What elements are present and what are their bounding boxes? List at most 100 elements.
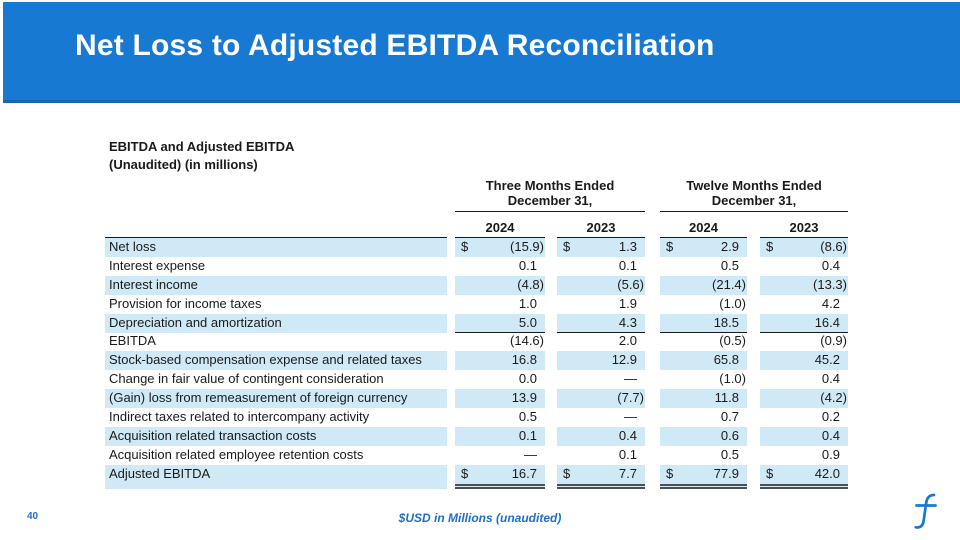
cell-value: 0.4 <box>618 427 637 443</box>
cell-three-months-2024: $16.7 <box>455 464 545 489</box>
cell-value: 0.9 <box>821 446 840 462</box>
cell-value: 0.4 <box>821 371 840 387</box>
cell-value: 7.7 <box>618 465 637 481</box>
group-header-spacer <box>105 178 447 212</box>
cell-three-months-2024: 16.8 <box>455 351 545 371</box>
title-banner: Net Loss to Adjusted EBITDA Reconciliati… <box>3 2 960 103</box>
cell-value: 2.0 <box>618 333 637 349</box>
dollar-sign: $ <box>461 239 469 254</box>
cell-three-months-2023: (7.7) <box>557 389 645 409</box>
cell-value: 0.6 <box>720 427 739 443</box>
cell-value: 45.2 <box>814 352 840 368</box>
cell-twelve-months-2024: $2.9 <box>660 238 747 257</box>
row-label: Interest expense <box>109 257 206 273</box>
cell-three-months-2023: 2.0 <box>557 332 645 351</box>
cell-value: — <box>624 409 637 425</box>
table-row: Net loss $ (15.9) $1.3 $2.9 $ (8.6) <box>105 238 852 257</box>
cell-twelve-months-2023: (4.2) <box>760 389 848 409</box>
table-row: (Gain) loss from remeasurement of foreig… <box>105 389 852 409</box>
cell-three-months-2023: 12.9 <box>557 351 645 371</box>
cell-twelve-months-2023: (0.9) <box>760 332 848 351</box>
table-heading-line1: EBITDA and Adjusted EBITDA <box>109 139 295 154</box>
cell-three-months-2023: — <box>557 370 645 389</box>
slide-title: Net Loss to Adjusted EBITDA Reconciliati… <box>75 29 715 62</box>
cell-twelve-months-2024: 0.6 <box>660 426 747 446</box>
cell-value: 4.2 <box>821 295 840 311</box>
cell-three-months-2024: 0.0 <box>455 370 545 389</box>
cell-twelve-months-2023: $ (8.6) <box>760 238 848 257</box>
year-header-2023-q: 2023 <box>557 212 645 238</box>
table-row: EBITDA (14.6) 2.0 (0.5) (0.9) <box>105 332 852 352</box>
cell-twelve-months-2023: 16.4 <box>760 313 848 334</box>
cell-value: (13.3) <box>813 276 847 292</box>
cell-value: (0.5) <box>719 333 746 349</box>
row-label: Net loss <box>105 238 447 257</box>
cell-twelve-months-2024: 0.5 <box>660 257 747 276</box>
footnote-container: $USD in Millions (unaudited) <box>0 509 960 527</box>
year-header-2023-fy: 2023 <box>760 212 848 238</box>
cell-twelve-months-2023: 0.4 <box>760 426 848 446</box>
cell-value: 77.9 <box>713 465 739 481</box>
cell-value: (4.2) <box>820 390 847 406</box>
cell-twelve-months-2024: 18.5 <box>660 313 747 334</box>
row-label: EBITDA <box>109 333 156 349</box>
cell-value: 2.9 <box>720 239 739 254</box>
cell-value: 16.8 <box>511 352 537 368</box>
cell-value: 1.9 <box>618 295 637 311</box>
dollar-sign: $ <box>461 465 469 481</box>
table-body: Net loss $ (15.9) $1.3 $2.9 $ (8.6) Intere… <box>105 238 852 489</box>
cell-value: 0.0 <box>518 371 537 387</box>
cell-twelve-months-2023: $42.0 <box>760 464 848 489</box>
table-row: Adjusted EBITDA $16.7 $7.7 $77.9 $42.0 <box>105 464 852 489</box>
cell-value: (1.0) <box>719 371 746 387</box>
table-row: Indirect taxes related to intercompany a… <box>105 408 852 427</box>
cell-value: 0.2 <box>821 409 840 425</box>
cell-twelve-months-2023: 4.2 <box>760 295 848 314</box>
cell-value: (14.6) <box>510 333 544 349</box>
row-label: Depreciation and amortization <box>105 313 447 334</box>
cell-value: (7.7) <box>617 390 644 406</box>
reconciliation-table: EBITDA and Adjusted EBITDA (Unaudited) (… <box>105 138 852 489</box>
cell-twelve-months-2024: $77.9 <box>660 464 747 489</box>
dollar-sign: $ <box>666 239 674 254</box>
cell-three-months-2023: — <box>557 408 645 427</box>
year-header-row: 2024 2023 2024 2023 <box>105 212 852 238</box>
cell-twelve-months-2023: 0.2 <box>760 408 848 427</box>
cell-three-months-2023: 0.1 <box>557 446 645 466</box>
cell-twelve-months-2024: 0.5 <box>660 446 747 466</box>
dollar-sign: $ <box>563 239 571 254</box>
cell-three-months-2023: $1.3 <box>557 238 645 257</box>
cell-twelve-months-2024: (21.4) <box>660 275 747 295</box>
row-label: Acquisition related employee retention c… <box>109 446 364 462</box>
cell-value: 0.5 <box>720 446 739 462</box>
row-label: Provision for income taxes <box>109 295 262 311</box>
cell-three-months-2024: 1.0 <box>455 295 545 314</box>
table-row: Interest expense 0.1 0.1 0.5 0.4 <box>105 256 852 276</box>
row-label: Stock-based compensation expense and rel… <box>105 351 447 371</box>
table-row: Change in fair value of contingent consi… <box>105 370 852 390</box>
cell-three-months-2023: 0.4 <box>557 426 645 446</box>
cell-twelve-months-2023: 0.4 <box>760 370 848 389</box>
cell-twelve-months-2023: 45.2 <box>760 351 848 371</box>
cell-value: 12.9 <box>611 352 637 368</box>
cell-twelve-months-2023: 0.4 <box>760 257 848 276</box>
table-heading: EBITDA and Adjusted EBITDA (Unaudited) (… <box>105 138 852 174</box>
cell-value: 4.3 <box>618 314 637 330</box>
cell-value: 0.1 <box>618 257 637 273</box>
cell-value: 65.8 <box>713 352 739 368</box>
cell-three-months-2023: $7.7 <box>557 464 645 489</box>
cell-value: 5.0 <box>518 314 537 330</box>
cell-value: 1.0 <box>518 295 537 311</box>
cell-value: 0.4 <box>821 427 840 443</box>
cell-twelve-months-2023: (13.3) <box>760 275 848 295</box>
year-header-spacer <box>105 212 447 238</box>
row-label: Acquisition related transaction costs <box>105 426 447 446</box>
row-label: Change in fair value of contingent consi… <box>109 371 384 387</box>
cell-value: 0.1 <box>618 446 637 462</box>
cell-value: (1.0) <box>719 295 746 311</box>
cell-value: 0.4 <box>821 257 840 273</box>
company-logo-icon <box>914 493 937 529</box>
dollar-sign: $ <box>563 465 571 481</box>
cell-three-months-2024: $ (15.9) <box>455 238 545 257</box>
cell-value: — <box>524 446 537 462</box>
